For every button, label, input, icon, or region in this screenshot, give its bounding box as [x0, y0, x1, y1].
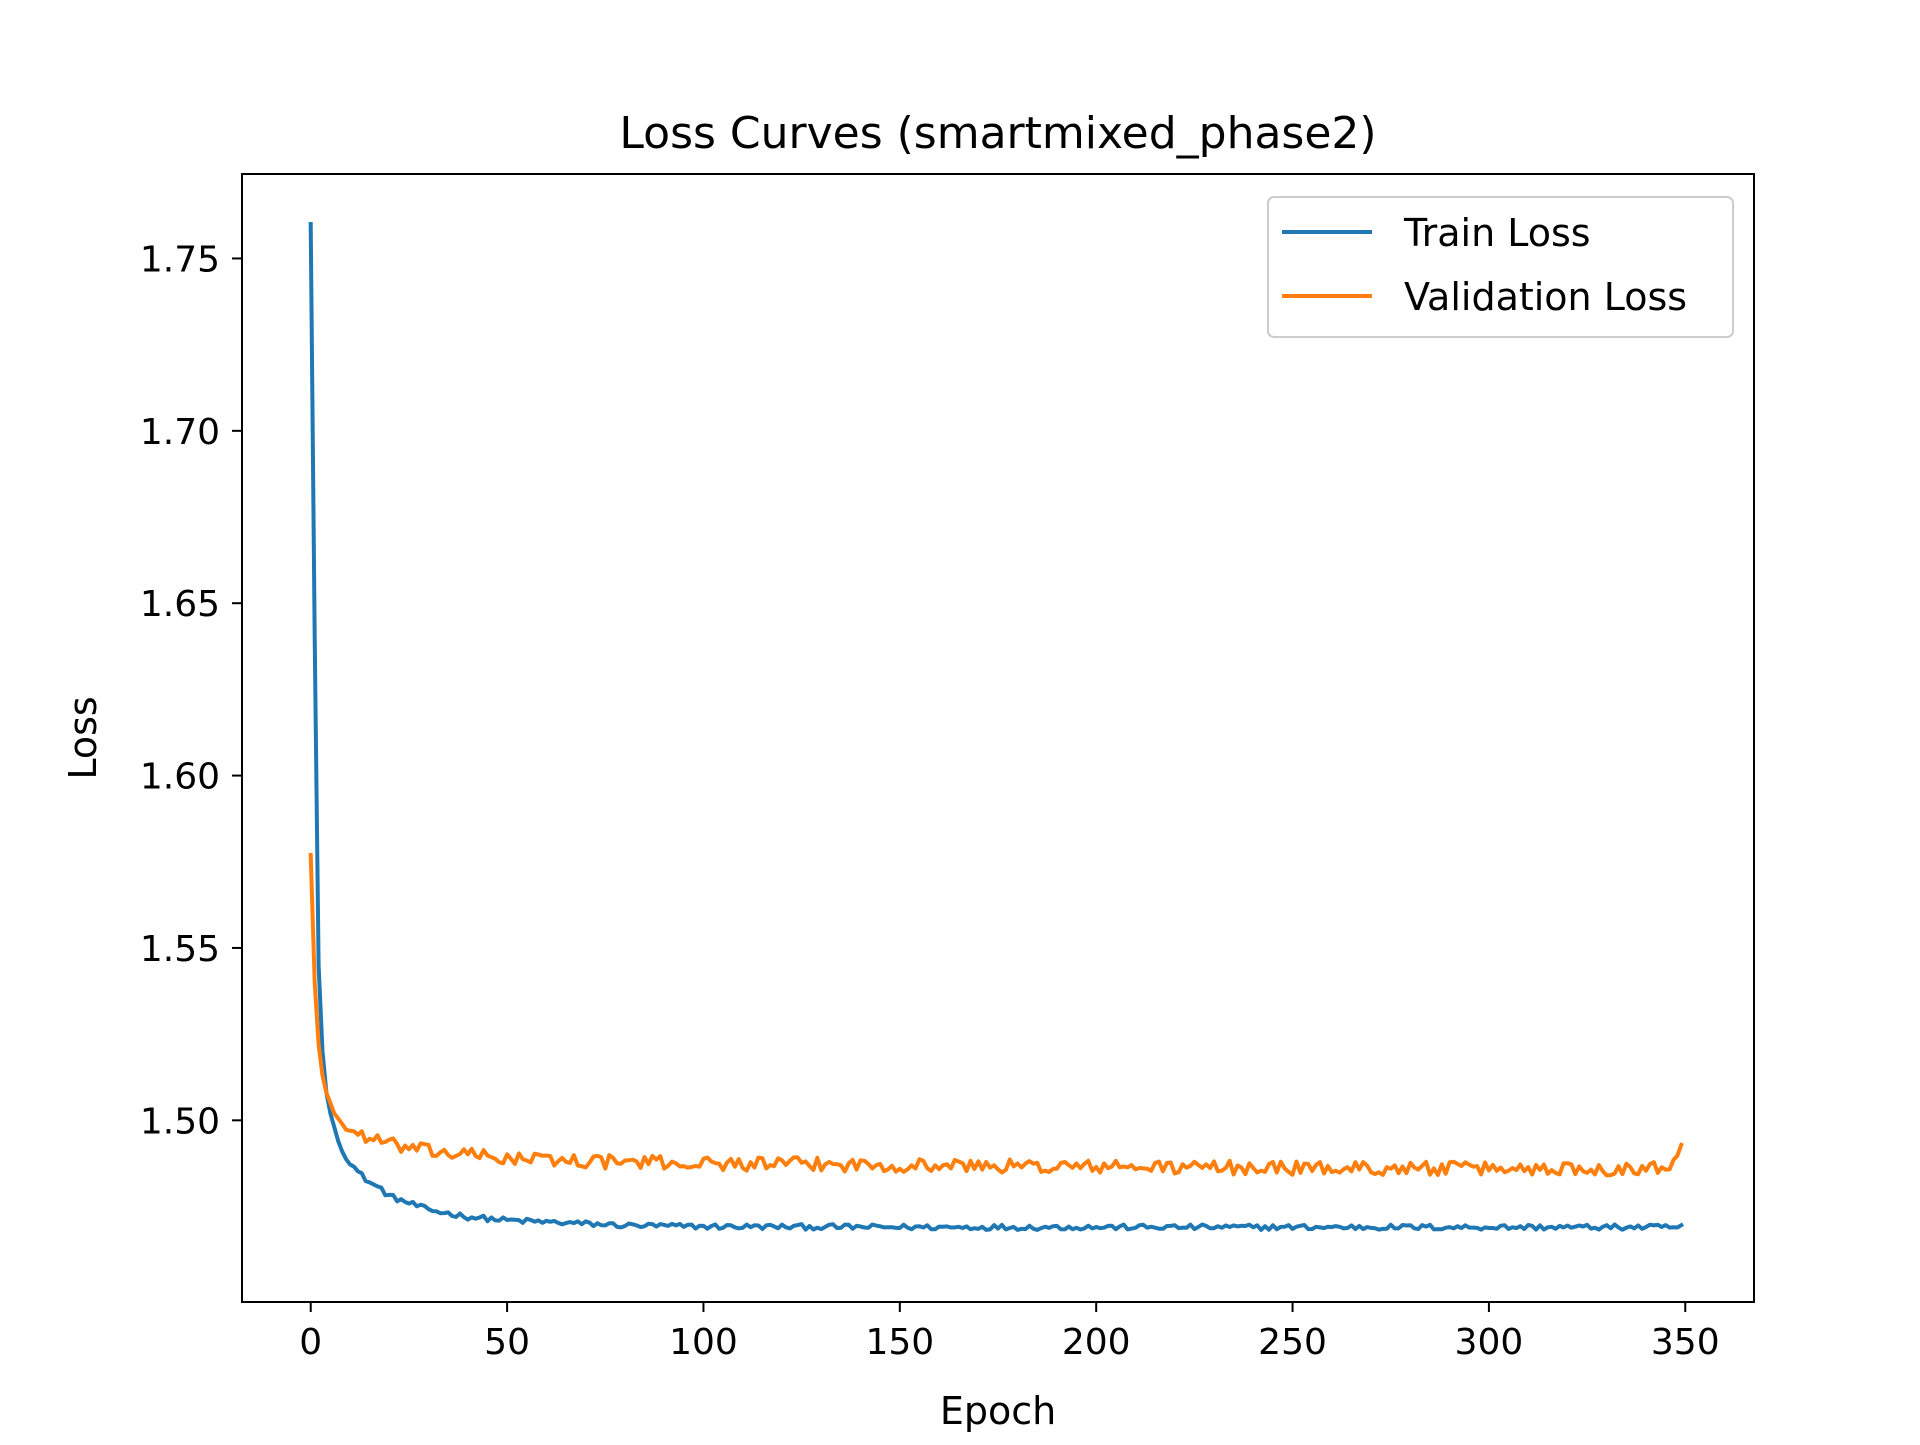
legend-box — [1267, 196, 1734, 338]
y-tick-label: 1.75 — [140, 239, 220, 280]
series-line-train-loss — [308, 221, 1685, 1232]
y-axis-label: Loss — [61, 696, 105, 779]
legend-label-train-loss: Train Loss — [1403, 211, 1591, 255]
x-tick-label: 0 — [299, 1322, 322, 1363]
x-axis: 0 50 100 150 200 250 300 350 — [299, 1302, 1720, 1363]
x-tick-label: 100 — [669, 1322, 738, 1363]
y-tick-label: 1.55 — [140, 929, 220, 970]
y-tick-label: 1.60 — [140, 757, 220, 798]
series-layer — [308, 221, 1685, 1232]
x-tick-label: 300 — [1455, 1322, 1524, 1363]
legend-label-validation-loss: Validation Loss — [1404, 275, 1687, 319]
y-axis: 1.50 1.55 1.60 1.65 1.70 1.75 — [140, 239, 242, 1142]
x-tick-label: 50 — [484, 1322, 530, 1363]
y-tick-label: 1.65 — [140, 584, 220, 625]
y-tick-label: 1.50 — [140, 1101, 220, 1142]
legend: Train Loss Validation Loss — [1267, 196, 1734, 338]
x-tick-label: 200 — [1062, 1322, 1131, 1363]
chart-title: Loss Curves (smartmixed_phase2) — [619, 108, 1376, 159]
plot-area — [241, 173, 1755, 1303]
x-axis-label: Epoch — [940, 1389, 1056, 1433]
series-line-validation-loss — [308, 852, 1684, 1178]
x-tick-label: 250 — [1258, 1322, 1327, 1363]
x-tick-label: 350 — [1651, 1322, 1720, 1363]
y-tick-label: 1.70 — [140, 412, 220, 453]
x-tick-label: 150 — [865, 1322, 934, 1363]
plot-frame — [241, 173, 1755, 1303]
